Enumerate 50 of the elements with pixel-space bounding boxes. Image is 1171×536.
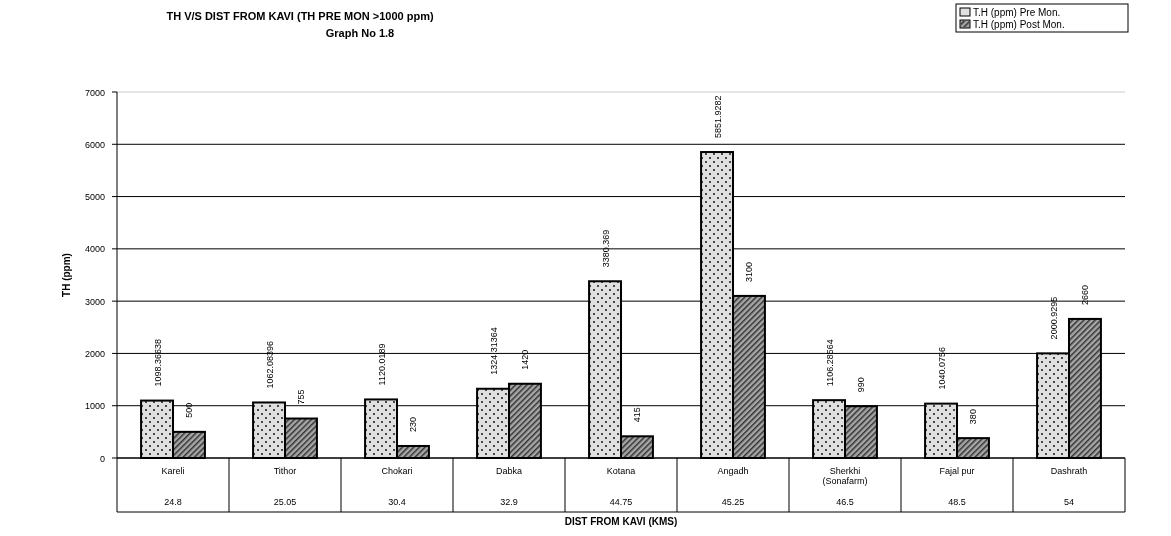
data-label: 1120.0189 [376, 343, 387, 386]
text: 54 [1063, 497, 1075, 507]
x-tick-label: Fajal pur [939, 466, 975, 476]
y-tick-label: 1000 [84, 401, 105, 412]
text: 46.5 [836, 497, 854, 507]
x-tick-label: Sherkhi (Sonafarm) [822, 466, 868, 487]
data-label: 1324.31364 [488, 327, 499, 375]
text: 45.25 [721, 497, 745, 507]
data-label: 3100 [744, 261, 755, 282]
data-label: 415 [632, 407, 643, 423]
data-label: 3380.369 [600, 229, 611, 268]
text: 30.4 [388, 497, 406, 507]
chart-title: TH V/S DIST FROM KAVI (TH PRE MON >1000 ppm) [166, 10, 434, 22]
data-label: 380 [968, 409, 979, 425]
x-tick-label: Dashrath [1050, 466, 1088, 476]
legend-label: T.H (ppm) Pre Mon. [973, 7, 1061, 18]
data-label: 755 [296, 389, 307, 405]
data-label: 1106.28564 [824, 339, 835, 387]
data-label: 990 [856, 377, 867, 393]
y-tick-label: 3000 [84, 296, 105, 307]
x-tick-label: Dabka [495, 466, 523, 476]
y-axis-title: TH (ppm) [61, 253, 72, 297]
x-tick-label: Chokari [381, 466, 413, 476]
text: 44.75 [609, 497, 633, 507]
x-axis-title: DIST FROM KAVI (KMS) [564, 516, 678, 527]
y-tick-label: 4000 [84, 244, 105, 255]
data-label: 230 [408, 416, 419, 432]
data-label: 2000.9295 [1048, 296, 1059, 340]
data-label: 1098.36638 [152, 339, 163, 387]
text: 32.9 [500, 497, 518, 507]
text: 48.5 [948, 497, 966, 507]
data-label: 1040.0756 [936, 347, 947, 390]
y-tick-label: 7000 [84, 87, 105, 98]
x-tick-label: Tithor [273, 466, 297, 476]
data-label: 5851.9282 [712, 95, 723, 139]
x-tick-label: Kotana [606, 466, 636, 476]
y-tick-label: 0 [99, 453, 105, 464]
data-label: 500 [184, 402, 195, 418]
y-tick-label: 2000 [84, 348, 105, 359]
text: 24.8 [164, 497, 182, 507]
data-label: 2660 [1080, 284, 1091, 305]
text: 25.05 [273, 497, 297, 507]
chart-subtitle: Graph No 1.8 [325, 27, 395, 39]
x-tick-label: Kareli [161, 466, 185, 476]
y-tick-label: 6000 [84, 139, 105, 150]
data-label: 1062.08396 [264, 340, 275, 389]
y-tick-label: 5000 [84, 192, 105, 203]
data-label: 1420 [520, 349, 531, 370]
legend-label: T.H (ppm) Post Mon. [973, 19, 1065, 30]
x-tick-label: Angadh [717, 466, 749, 476]
